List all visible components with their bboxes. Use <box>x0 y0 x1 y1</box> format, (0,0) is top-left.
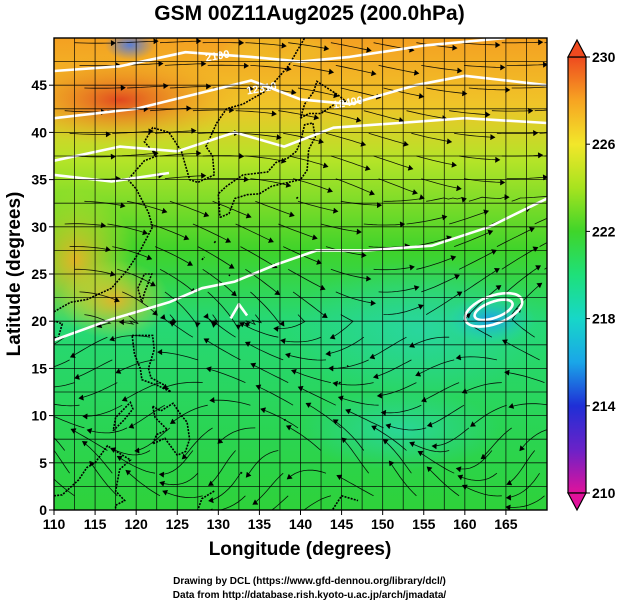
contour-label: 12400 <box>332 95 364 112</box>
x-tick-label: 135 <box>248 516 272 532</box>
y-axis-label: Latitude (degrees) <box>4 192 25 357</box>
x-tick-label: 130 <box>207 516 231 532</box>
x-tick-label: 160 <box>453 516 477 532</box>
x-tick-label: 110 <box>43 516 66 532</box>
x-tick-label: 120 <box>124 516 148 532</box>
x-tick-label: 145 <box>330 516 354 532</box>
credit-data: Data from http://database.rish.kyoto-u.a… <box>172 590 447 601</box>
colorbar-tick-label: 218 <box>592 311 616 327</box>
x-tick-label: 150 <box>371 516 395 532</box>
colorbar-tick-label: 210 <box>592 485 616 501</box>
y-tick-label: 35 <box>31 172 47 188</box>
y-tick-label: 45 <box>31 77 47 93</box>
y-tick-label: 20 <box>31 313 47 329</box>
x-tick-label: 115 <box>84 516 107 532</box>
colorbar-max-arrow <box>567 38 587 58</box>
map-title: GSM 00Z11Aug2025 (200.0hPa) <box>154 2 465 25</box>
colorbar-tick-label: 214 <box>592 398 616 414</box>
colorbar-tick-label: 226 <box>592 136 616 152</box>
y-tick-label: 25 <box>31 266 47 282</box>
contour-label: 2100 <box>204 48 230 64</box>
y-tick-label: 15 <box>31 360 47 376</box>
colorbar: 230 226 222 218 214 210 <box>567 38 616 512</box>
x-tick-label: 155 <box>412 516 436 532</box>
credit-drawing: Drawing by DCL (https://www.gfd-dennou.o… <box>173 576 446 587</box>
y-tick-label: 5 <box>39 455 47 471</box>
colorbar-min-arrow <box>567 492 587 512</box>
y-tick-label: 0 <box>39 502 47 518</box>
x-tick-label: 125 <box>166 516 190 532</box>
x-tick-label: 140 <box>289 516 313 532</box>
colorbar-tick-label: 222 <box>592 223 616 239</box>
y-tick-label: 40 <box>31 124 47 140</box>
x-tick-label: 165 <box>494 516 518 532</box>
colorbar-tick-label: 230 <box>592 49 616 65</box>
y-tick-label: 30 <box>31 219 47 235</box>
contour-label: 12310 <box>246 80 278 97</box>
y-tick-label: 10 <box>31 408 47 424</box>
x-axis-label: Longitude (degrees) <box>209 539 392 560</box>
